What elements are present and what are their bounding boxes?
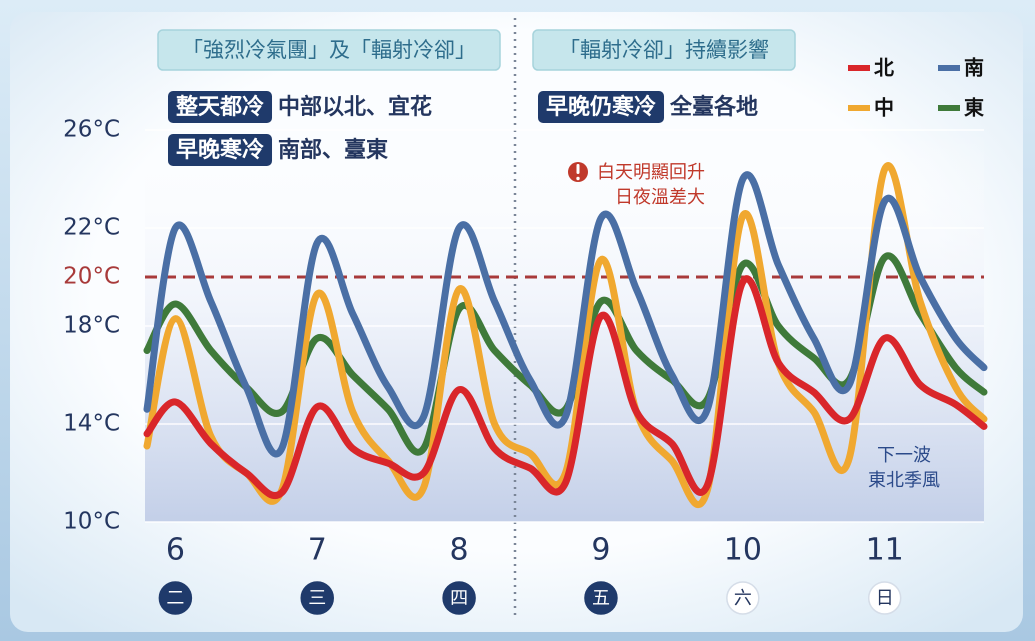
y-tick-label: 18°C xyxy=(63,313,120,339)
weekday-label: 三 xyxy=(308,588,326,609)
tag-label: 整天都冷 xyxy=(176,94,264,120)
alert-icon xyxy=(568,162,588,182)
x-tick-label: 11 xyxy=(866,533,904,568)
tag-box xyxy=(168,91,273,123)
series-line xyxy=(143,171,988,458)
annotation: 下一波 xyxy=(877,445,931,466)
series-line xyxy=(143,275,988,499)
legend-label: 中 xyxy=(874,96,894,120)
weekday-badge xyxy=(158,581,193,615)
header-box xyxy=(532,29,796,71)
tag-label: 早晚寒冷 xyxy=(176,137,264,163)
y-tick-label: 14°C xyxy=(63,411,120,437)
annotation: 日夜溫差大 xyxy=(615,187,705,208)
weekday-badge xyxy=(584,581,618,615)
weekday-badge xyxy=(300,581,334,615)
weekday-badge xyxy=(726,581,760,615)
x-tick-label: 8 xyxy=(450,533,469,568)
weekday-badge xyxy=(867,581,902,615)
weekday-badge xyxy=(442,581,476,615)
reference-label: 20°C xyxy=(63,264,120,290)
tag-label: 早晚仍寒冷 xyxy=(546,94,656,120)
header-box xyxy=(157,29,501,71)
x-tick-label: 7 xyxy=(308,533,327,568)
weekday-label: 二 xyxy=(166,588,184,609)
header-text: 「強烈冷氣團」及「輻射冷卻」 xyxy=(182,38,476,62)
weekday-label: 六 xyxy=(734,588,752,609)
legend-label: 東 xyxy=(964,96,984,120)
tag-text: 中部以北、宜花 xyxy=(278,94,432,120)
x-tick-label: 10 xyxy=(724,533,762,568)
annotation: 白天明顯回升 xyxy=(597,162,705,183)
header-text: 「輻射冷卻」持續影響 xyxy=(559,38,769,62)
tag-box xyxy=(538,91,665,123)
tag-box xyxy=(168,134,273,166)
annotation: 東北季風 xyxy=(868,470,940,491)
legend-label: 南 xyxy=(964,56,984,80)
weekday-label: 五 xyxy=(592,588,610,609)
weekday-label: 四 xyxy=(450,588,468,609)
y-tick-label: 10°C xyxy=(63,509,120,535)
tag-text: 全臺各地 xyxy=(669,94,758,120)
legend-label: 北 xyxy=(874,56,894,80)
x-tick-label: 6 xyxy=(166,533,185,568)
weekday-label: 日 xyxy=(876,588,894,609)
tag-text: 南部、臺東 xyxy=(278,137,388,163)
x-tick-label: 9 xyxy=(591,533,610,568)
y-tick-label: 26°C xyxy=(63,117,120,143)
y-tick-label: 22°C xyxy=(63,215,120,241)
series-line xyxy=(143,162,988,509)
